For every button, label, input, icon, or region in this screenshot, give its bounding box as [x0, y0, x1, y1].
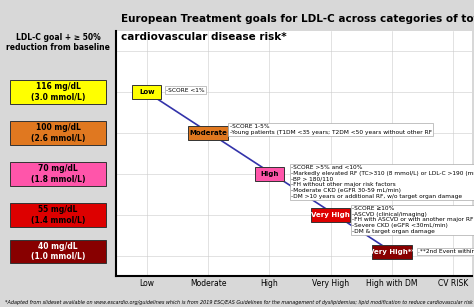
FancyBboxPatch shape: [10, 240, 106, 263]
FancyBboxPatch shape: [255, 167, 284, 181]
Text: Very High: Very High: [311, 212, 350, 218]
Text: European Treatment goals for LDL-C across categories of total: European Treatment goals for LDL-C acros…: [121, 14, 474, 24]
Text: -SCORE <1%: -SCORE <1%: [166, 87, 205, 92]
FancyBboxPatch shape: [132, 85, 161, 99]
FancyBboxPatch shape: [311, 208, 350, 222]
Text: 55 mg/dL
(1.4 mmol/L): 55 mg/dL (1.4 mmol/L): [31, 205, 85, 225]
FancyBboxPatch shape: [189, 126, 228, 140]
Text: cardiovascular disease risk*: cardiovascular disease risk*: [121, 32, 286, 42]
Text: -SCORE ≥10%
-ASCVD (clinical/imaging)
-FH with ASCVD or with another major RF
-S: -SCORE ≥10% -ASCVD (clinical/imaging) -F…: [352, 206, 474, 234]
Text: .**2nd Event within 2 years: .**2nd Event within 2 years: [418, 249, 474, 254]
Text: -SCORE >5% and <10%
-Markedly elevated RF (TC>310 (8 mmol/L) or LDL-C >190 (mmol: -SCORE >5% and <10% -Markedly elevated R…: [291, 165, 474, 199]
Text: Moderate: Moderate: [189, 130, 227, 136]
FancyBboxPatch shape: [10, 162, 106, 186]
FancyBboxPatch shape: [10, 203, 106, 227]
Text: 116 mg/dL
(3.0 mmol/L): 116 mg/dL (3.0 mmol/L): [31, 82, 85, 102]
FancyBboxPatch shape: [373, 245, 411, 259]
Text: High: High: [260, 171, 279, 177]
Text: 70 mg/dL
(1.8 mmol/L): 70 mg/dL (1.8 mmol/L): [31, 164, 85, 184]
Text: LDL-C goal + ≥ 50%
reduction from baseline: LDL-C goal + ≥ 50% reduction from baseli…: [6, 33, 110, 52]
Text: 100 mg/dL
(2.6 mmol/L): 100 mg/dL (2.6 mmol/L): [31, 123, 85, 143]
Text: *Adapted from slideset available on www.escardio.org/guidelines which is from 20: *Adapted from slideset available on www.…: [5, 301, 473, 305]
Text: Very High**: Very High**: [369, 249, 415, 255]
FancyBboxPatch shape: [10, 80, 106, 104]
Text: Low: Low: [139, 89, 155, 95]
Text: -SCORE 1-5%
-Young patients (T1DM <35 years; T2DM <50 years without other RF: -SCORE 1-5% -Young patients (T1DM <35 ye…: [229, 124, 431, 135]
FancyBboxPatch shape: [10, 121, 106, 145]
Text: 40 mg/dL
(1.0 mmol/L): 40 mg/dL (1.0 mmol/L): [31, 242, 85, 262]
